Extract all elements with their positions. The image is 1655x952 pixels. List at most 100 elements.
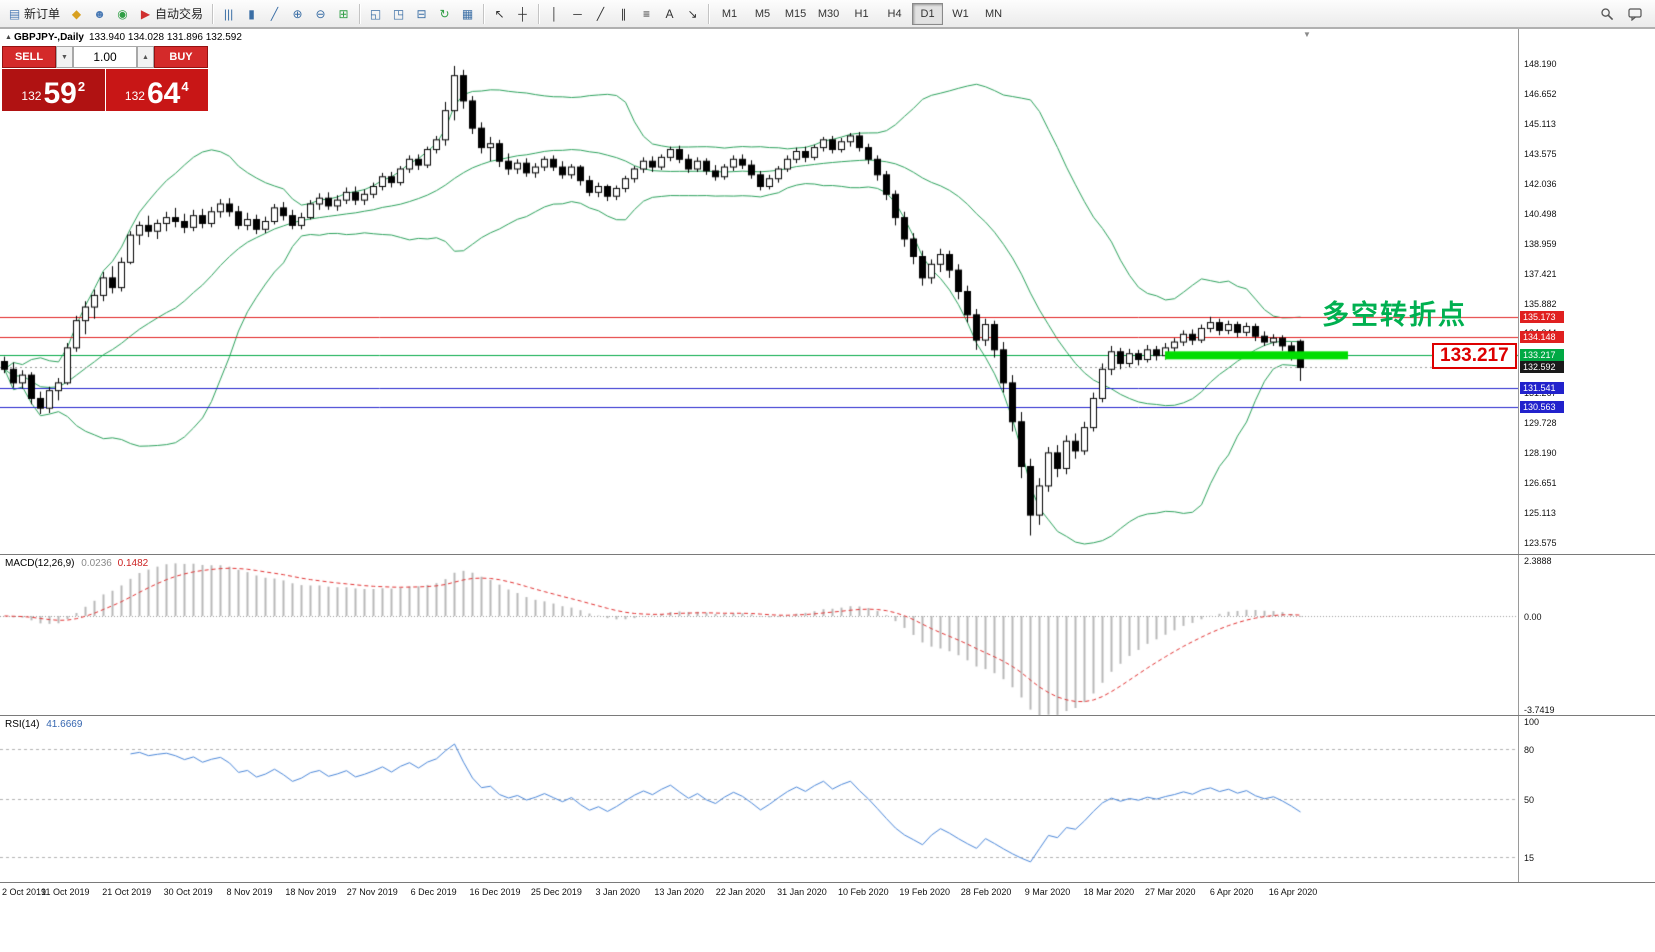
date-label: 13 Jan 2020	[654, 887, 704, 897]
price-pane: ▲ GBPJPY-,Daily 133.940 134.028 131.896 13…	[0, 29, 1655, 555]
sell-price-sup: 2	[77, 79, 86, 94]
buy-button[interactable]: BUY	[154, 46, 208, 68]
zoom-in-icon[interactable]: ⊕	[286, 2, 309, 26]
price-axis-label: 123.575	[1524, 537, 1557, 548]
price-axis-label: 146.652	[1524, 89, 1557, 100]
candlestick-chart-icon[interactable]: ▮	[240, 2, 263, 26]
chart-area: ▲ GBPJPY-,Daily 133.940 134.028 131.896 13…	[0, 28, 1655, 952]
tile-windows-icon: ⊞	[338, 6, 349, 21]
volume-field[interactable]: 1.00	[73, 46, 137, 68]
toolbar-separator	[538, 3, 540, 24]
time-axis[interactable]: 2 Oct 2019 11 Oct 2019 21 Oct 2019 30 Oct 2…	[0, 883, 1655, 903]
buy-price-box[interactable]: 132 64 4	[105, 69, 208, 111]
price-axis-label: 148.190	[1524, 59, 1557, 70]
tile-windows-icon[interactable]: ⊞	[332, 2, 355, 26]
macd-axis-label: 0.00	[1524, 611, 1542, 622]
search-icon[interactable]	[1597, 2, 1617, 26]
date-label: 11 Oct 2019	[41, 887, 90, 897]
rsi-axis-label: 80	[1524, 745, 1535, 756]
line-chart-icon: ╱	[270, 6, 279, 21]
symbol-ohlc-values: 133.940 134.028 131.896 132.592	[88, 32, 242, 43]
price-axis-label: 145.113	[1524, 119, 1556, 130]
timeframe-m30[interactable]: M30	[817, 7, 840, 20]
vertical-line-icon[interactable]: │	[543, 2, 566, 26]
bar-chart-icon[interactable]: |||	[217, 2, 240, 26]
rsi-canvas[interactable]	[0, 716, 1518, 882]
annotation-text[interactable]: 多空转折点	[1322, 300, 1467, 330]
price-axis[interactable]: 148.190 146.652 145.113 143.575 142.036 140.4…	[1518, 29, 1655, 554]
price-axis-label: 143.575	[1524, 148, 1557, 159]
timeframe-h1[interactable]: H1	[854, 7, 869, 20]
autotrading-button[interactable]: ▶ 自动交易	[134, 2, 208, 26]
date-label: 16 Dec 2019	[469, 887, 521, 897]
volume-value: 1.00	[93, 50, 117, 64]
sell-price-box[interactable]: 132 59 2	[2, 69, 105, 111]
arrange-windows-icon[interactable]: ◱	[364, 2, 387, 26]
rsi-axis-label: 100	[1524, 717, 1540, 727]
toolbar-separator	[483, 3, 485, 24]
timeframe-h4[interactable]: H4	[887, 7, 902, 20]
level-price-tag[interactable]: 135.173	[1520, 311, 1564, 324]
chart-shift-marker[interactable]: ▼	[1303, 30, 1311, 39]
price-axis-label: 140.498	[1524, 208, 1557, 219]
level-price-tag[interactable]: 133.217	[1520, 349, 1564, 362]
horizontal-line-icon[interactable]: ─	[566, 2, 589, 26]
sell-price-prefix: 132	[21, 89, 42, 103]
chat-icon[interactable]	[1625, 2, 1645, 26]
arrow-tool-icon: ↘	[687, 6, 698, 21]
level-price-tag[interactable]: 131.541	[1520, 381, 1564, 394]
symbol-header: ▲ GBPJPY-,Daily 133.940 134.028 131.896 13…	[5, 32, 242, 43]
macd-axis[interactable]: 2.3888 0.00 -3.7419	[1518, 555, 1655, 715]
level-price-tag[interactable]: 130.563	[1520, 400, 1564, 413]
line-chart-icon[interactable]: ╱	[263, 2, 286, 26]
date-label: 2 Oct 2019	[2, 887, 47, 897]
macd-canvas[interactable]	[0, 555, 1518, 715]
price-axis-label: 126.651	[1524, 478, 1557, 488]
text-icon: A	[665, 6, 674, 21]
info-icon[interactable]: ◉	[111, 2, 134, 26]
price-callout-label[interactable]: 133.217	[1432, 343, 1517, 369]
price-chart-canvas[interactable]	[0, 29, 1518, 554]
timeframe-m5[interactable]: M5	[754, 7, 771, 20]
fibonacci-icon[interactable]: ≡	[635, 2, 658, 26]
vertical-line-icon: │	[550, 6, 559, 21]
price-axis-label: 142.036	[1524, 178, 1557, 189]
market-watch-icon[interactable]: ◆	[65, 2, 88, 26]
date-label: 9 Mar 2020	[1024, 887, 1071, 897]
market-watch-icon: ◆	[71, 6, 82, 21]
trendline-icon[interactable]: ╱	[589, 2, 612, 26]
rsi-axis-label: 50	[1524, 795, 1535, 805]
channel-icon[interactable]: ∥	[612, 2, 635, 26]
cursor-icon[interactable]: ↖	[488, 2, 511, 26]
date-label: 31 Jan 2020	[777, 887, 827, 897]
price-axis-label: 129.728	[1524, 418, 1557, 429]
data-window-icon: ⊟	[416, 6, 427, 21]
toolbar-separator	[359, 3, 361, 24]
volume-up-button[interactable]: ▲	[137, 46, 154, 68]
timeframe-m15[interactable]: M15	[784, 7, 807, 20]
new-order-button[interactable]: ▤ 新订单	[3, 2, 65, 26]
crosshair-icon[interactable]: ┼	[511, 2, 534, 26]
data-window-icon[interactable]: ⊟	[410, 2, 433, 26]
timeframe-w1[interactable]: W1	[952, 7, 969, 20]
channel-icon: ∥	[620, 6, 627, 21]
timeframe-mn[interactable]: MN	[984, 7, 1003, 20]
profile-icon[interactable]: ☻	[88, 2, 111, 26]
timeframe-m1[interactable]: M1	[721, 7, 738, 20]
timeframe-d1[interactable]: D1	[912, 2, 944, 25]
template-icon[interactable]: ▦	[456, 2, 479, 26]
date-label: 16 Apr 2020	[1268, 887, 1318, 897]
sell-button[interactable]: SELL	[2, 46, 56, 68]
zoom-out-icon[interactable]: ⊖	[309, 2, 332, 26]
refresh-icon[interactable]: ↻	[433, 2, 456, 26]
cascade-windows-icon[interactable]: ◳	[387, 2, 410, 26]
price-axis-label: 128.190	[1524, 448, 1557, 459]
rsi-header: RSI(14) 41.6669	[5, 719, 82, 730]
current-price-tag[interactable]: 132.592	[1520, 361, 1564, 374]
text-icon[interactable]: A	[658, 2, 681, 26]
arrow-tool-icon[interactable]: ↘	[681, 2, 704, 26]
rsi-axis[interactable]: 100 80 50 15	[1518, 716, 1655, 882]
level-price-tag[interactable]: 134.148	[1520, 331, 1564, 344]
volume-down-button[interactable]: ▼	[56, 46, 73, 68]
